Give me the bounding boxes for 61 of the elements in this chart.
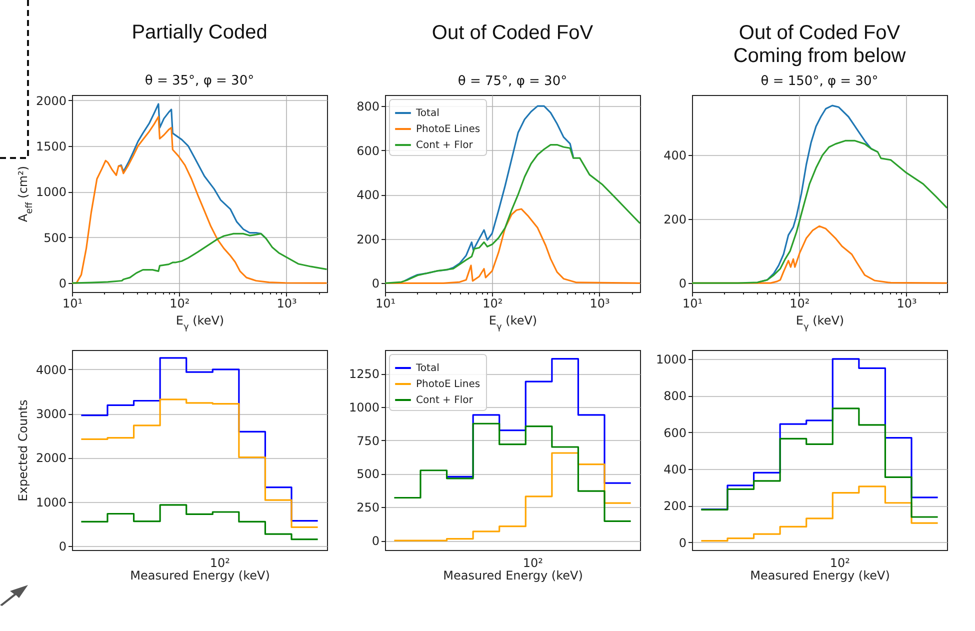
legend-label: PhotoE Lines: [416, 124, 480, 135]
x-axis-title: E$_{γ}$ (keV): [176, 314, 224, 332]
y-tick-label: 1000: [348, 400, 380, 414]
y-tick-label: 750: [356, 434, 380, 448]
chart-title: Partially Coded: [132, 21, 268, 44]
text: 10²: [210, 556, 230, 570]
text: 10²: [830, 556, 850, 570]
y-axis-title: Expected Counts: [16, 400, 30, 502]
y-tick-label: 800: [664, 389, 686, 404]
x-tick-label: 10³: [276, 296, 297, 310]
y-tick-label: 500: [356, 467, 380, 482]
chart-subtitle: θ = 35°, φ = 30°: [144, 73, 254, 88]
y-tick-label: 0: [678, 276, 686, 291]
x-tick-label: 10¹: [682, 296, 703, 310]
x-axis-title: Measured Energy (keV): [443, 568, 583, 582]
chart-title: Out of Coded FoV Coming from below: [733, 22, 906, 67]
y-tick-label: 1000: [36, 185, 66, 200]
x-tick-label: 10²: [790, 296, 810, 310]
y-tick-label: 250: [356, 500, 380, 515]
x-axis-title: Measured Energy (keV): [750, 568, 890, 582]
y-tick-label: 2000: [36, 94, 66, 108]
y-tick-label: 400: [664, 462, 686, 476]
y-tick-label: 500: [44, 230, 66, 245]
x-axis-title: E$_{γ}$ (keV): [488, 314, 538, 332]
x-tick-label: 10²: [482, 296, 503, 310]
x-tick-label: 10³: [896, 296, 917, 310]
y-tick-label: 1000: [656, 352, 686, 366]
text: 10²: [522, 556, 544, 570]
legend-label: Cont + Flor: [416, 140, 474, 151]
legend-label: Total: [415, 363, 440, 374]
y-tick-label: 600: [356, 144, 380, 158]
y-tick-label: 200: [356, 232, 380, 246]
y-tick-label: 800: [356, 100, 380, 114]
y-tick-label: 1250: [348, 367, 380, 382]
chart-subtitle: θ = 75°, φ = 30°: [458, 74, 568, 89]
y-tick-label: 0: [678, 536, 686, 550]
chart-subtitle: θ = 150°, φ = 30°: [760, 74, 878, 89]
y-tick-label: 400: [664, 148, 686, 163]
y-tick-label: 400: [356, 188, 380, 202]
x-axis-title: E$_{γ}$ (keV): [796, 314, 844, 332]
x-tick-label: 10¹: [375, 296, 396, 310]
y-tick-label: 0: [58, 276, 66, 291]
y-tick-label: 1000: [36, 495, 66, 510]
x-axis-title: Measured Energy (keV): [130, 568, 270, 582]
y-tick-label: 1500: [36, 139, 66, 154]
x-tick-label: 10¹: [62, 296, 83, 310]
y-tick-label: 2000: [36, 451, 66, 466]
y-tick-label: 4000: [36, 362, 66, 377]
y-tick-label: 600: [664, 426, 686, 440]
legend-label: PhotoE Lines: [416, 379, 480, 390]
legend-label: Total: [415, 108, 440, 119]
legend-label: Cont + Flor: [416, 395, 474, 406]
y-tick-label: 0: [58, 539, 66, 554]
y-tick-label: 3000: [36, 407, 66, 422]
x-tick-label: 10²: [170, 296, 190, 310]
y-tick-label: 200: [664, 499, 686, 514]
chart-title: Out of Coded FoV: [432, 22, 594, 44]
x-tick-label: 10³: [590, 296, 610, 310]
y-tick-label: 0: [372, 276, 380, 291]
y-tick-label: 200: [664, 212, 686, 227]
y-tick-label: 0: [372, 534, 380, 548]
